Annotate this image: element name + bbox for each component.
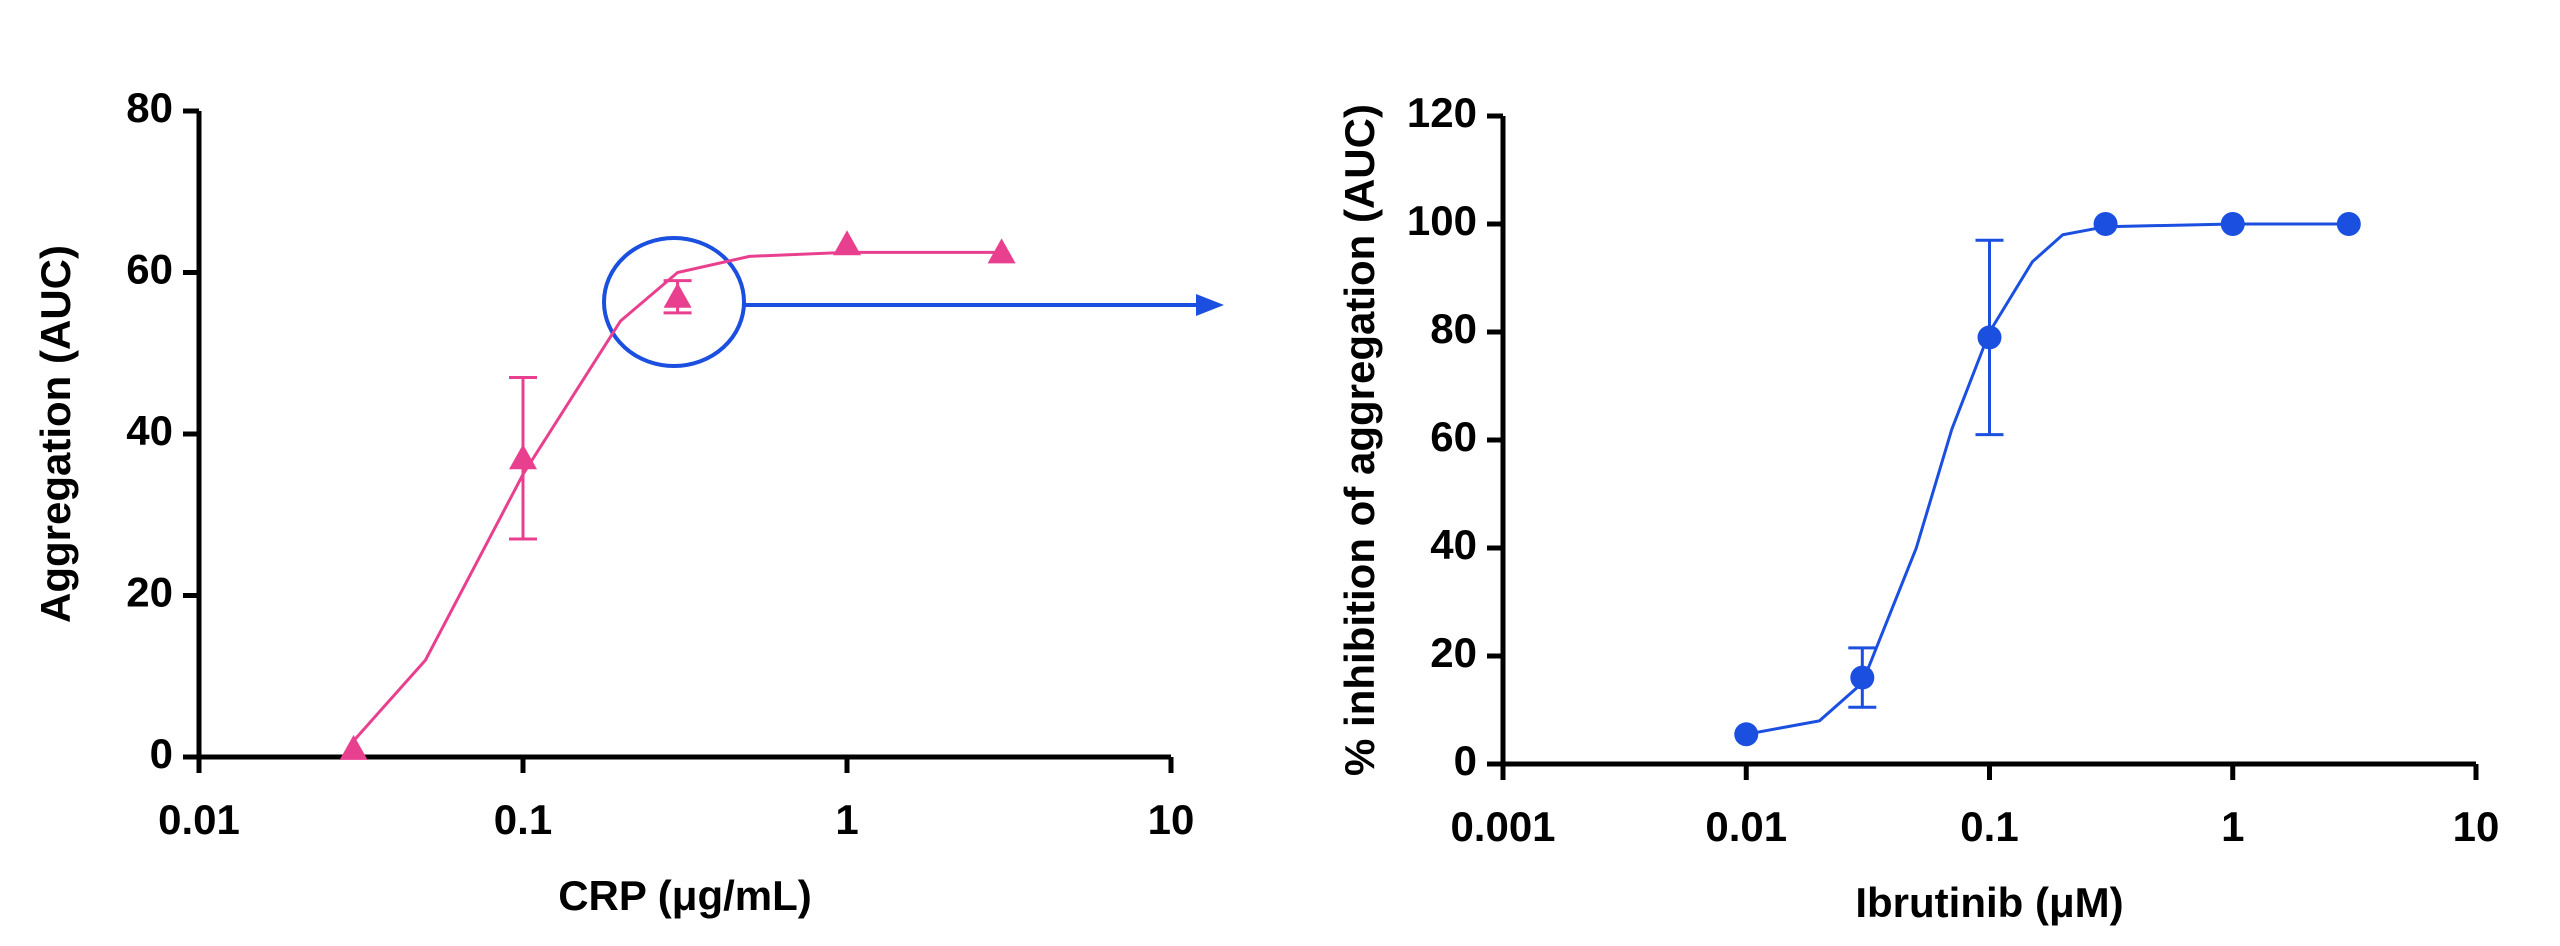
x-tick-label: 1 [2221,803,2244,850]
point [509,444,537,470]
x-tick-label: 0.1 [1960,803,2018,850]
arrow-head [1196,294,1224,316]
fit-curve [352,250,1002,742]
point [2220,212,2245,236]
point [1850,665,1875,690]
x-tick-label: 0.1 [494,796,552,843]
x-tick-label: 10 [2453,803,2500,850]
y-tick-label: 20 [1430,629,1477,676]
y-tick-label: 0 [150,730,173,777]
y-tick-label: 80 [126,84,173,131]
y-tick-label: 120 [1407,89,1477,136]
fit-curve [1745,222,2349,736]
x-tick-label: 0.01 [158,796,240,843]
y-axis-title: % inhibition of aggregation (AUC) [1336,104,1383,776]
y-axis-title: Aggregation (AUC) [32,245,79,623]
point [339,734,368,760]
x-axis-title: CRP (μg/mL) [558,872,812,919]
y-tick-label: 60 [126,246,173,293]
point [833,230,861,256]
point [1734,722,1759,747]
point [987,238,1016,264]
y-tick-label: 0 [1454,737,1477,784]
y-tick-label: 80 [1430,305,1477,352]
y-tick-label: 40 [126,407,173,454]
y-tick-label: 60 [1430,413,1477,460]
x-axis-title: Ibrutinib (μM) [1855,879,2123,926]
y-tick-label: 20 [126,569,173,616]
x-tick-label: 1 [835,796,858,843]
x-tick-label: 0.001 [1450,803,1555,850]
highlight-circle [602,236,746,368]
x-tick-label: 0.01 [1705,803,1787,850]
point [663,282,692,308]
point [1977,325,2002,350]
x-tick-label: 10 [1148,796,1195,843]
point [2093,212,2118,236]
y-tick-label: 100 [1407,197,1477,244]
y-tick-label: 40 [1430,521,1477,568]
point [2336,212,2361,236]
